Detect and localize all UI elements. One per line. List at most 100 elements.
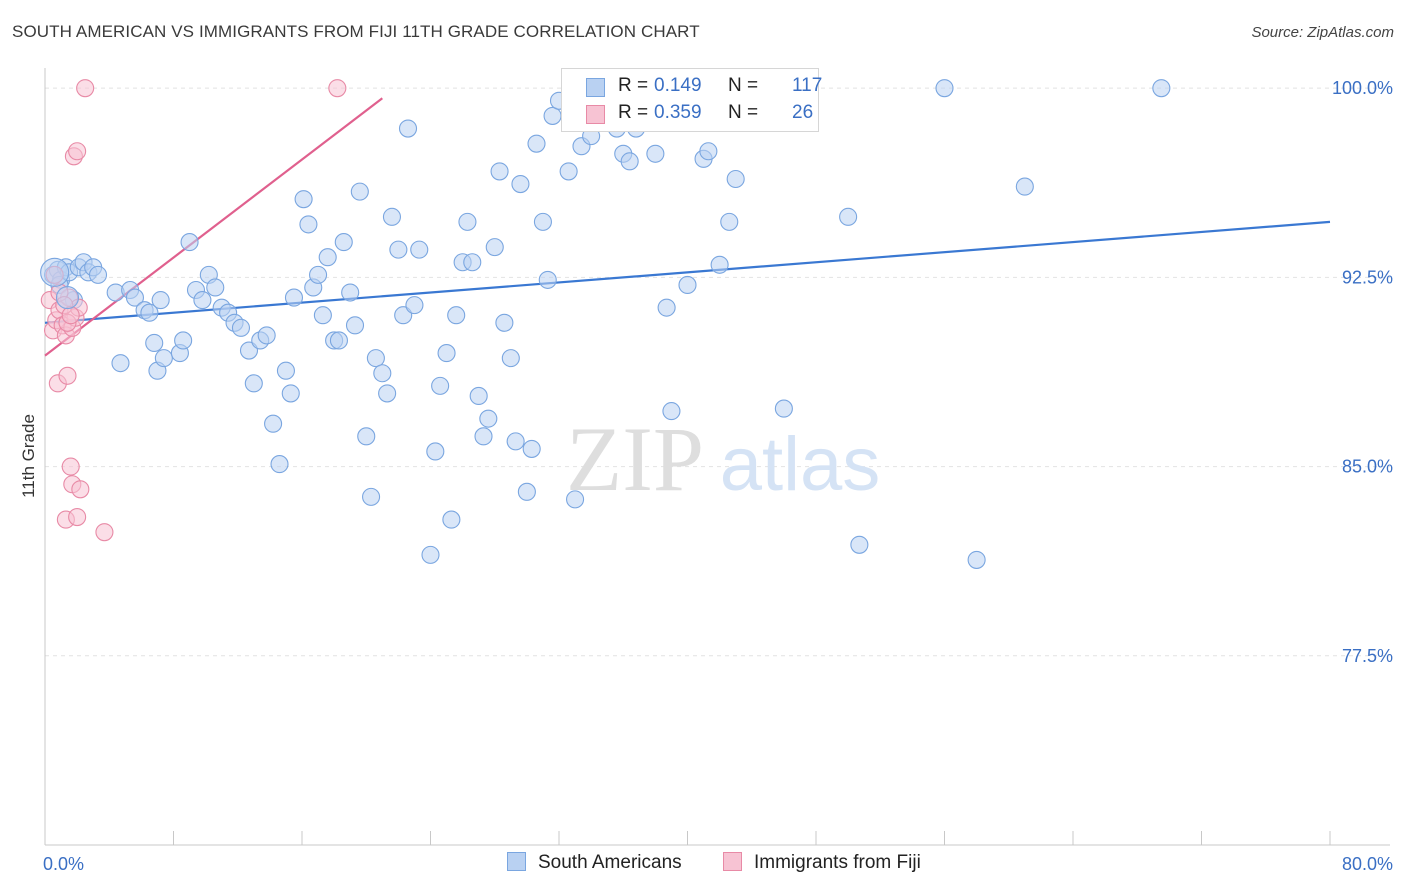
point-south-americans: [373, 364, 392, 383]
point-south-americans: [357, 427, 376, 446]
point-south-americans: [421, 545, 440, 564]
legend-swatch-south-americans: [586, 78, 605, 97]
point-south-americans: [264, 414, 283, 433]
y-tick-label: 100.0%: [1332, 78, 1393, 98]
point-south-americans: [967, 550, 986, 569]
legend-n-value: 117: [792, 75, 823, 96]
y-tick-label: 77.5%: [1342, 646, 1393, 666]
point-south-americans: [313, 306, 332, 325]
point-south-americans: [239, 341, 259, 360]
legend-r-label: R =: [618, 75, 649, 96]
watermark: ZIP atlas: [566, 408, 880, 510]
point-south-americans: [231, 318, 251, 337]
point-south-americans: [437, 344, 456, 363]
point-south-americans: [270, 455, 289, 474]
point-south-americans: [657, 298, 676, 317]
y-tick-label: 85.0%: [1342, 457, 1393, 477]
point-fiji: [95, 523, 114, 542]
point-south-americans: [318, 248, 337, 267]
legend-n-label: N =: [728, 75, 759, 96]
x-tick-label-max: 80.0%: [1342, 854, 1393, 874]
point-south-americans: [678, 275, 697, 295]
bottom-legend-swatch-fiji: [723, 852, 742, 871]
point-south-americans: [463, 253, 482, 272]
point-south-americans: [341, 283, 360, 302]
point-south-americans: [125, 288, 144, 307]
x-tick-label-min: 0.0%: [43, 854, 84, 874]
trend-line-fiji: [44, 97, 383, 357]
point-south-americans: [180, 233, 199, 252]
trend-lines: [44, 97, 1331, 357]
point-south-americans: [501, 349, 520, 368]
point-south-americans: [506, 432, 525, 451]
point-south-americans: [378, 384, 397, 403]
point-south-americans: [244, 374, 263, 393]
point-south-americans: [511, 174, 530, 194]
point-south-americans: [281, 384, 300, 403]
point-fiji: [76, 79, 95, 98]
point-south-americans: [533, 212, 552, 231]
point-south-americans: [495, 313, 514, 332]
point-fiji: [68, 142, 87, 161]
point-south-americans: [111, 354, 130, 373]
point-south-americans: [350, 182, 369, 201]
y-axis-label: 11th Grade: [19, 414, 38, 498]
point-south-americans: [362, 487, 381, 506]
point-fiji: [71, 480, 90, 499]
point-fiji: [61, 306, 80, 325]
point-south-americans: [276, 361, 295, 380]
bottom-legend-swatch-south-americans: [507, 852, 526, 871]
point-south-americans: [140, 303, 159, 322]
point-south-americans: [662, 402, 681, 421]
point-south-americans: [345, 316, 365, 335]
stats-legend: R = 0.149 N = 117 R = 0.359 N = 26: [561, 68, 823, 132]
point-south-americans: [382, 207, 402, 226]
point-south-americans: [474, 427, 493, 446]
point-fiji: [58, 366, 77, 385]
tick-labels: 77.5% 85.0% 92.5% 100.0% 0.0% 80.0% 11th Grade: [19, 78, 1393, 874]
point-south-americans: [646, 144, 665, 163]
point-south-americans: [774, 399, 793, 418]
point-south-americans: [538, 270, 557, 289]
point-south-americans: [527, 134, 546, 153]
point-south-americans: [710, 255, 729, 274]
point-south-americans: [294, 190, 313, 209]
point-south-americans: [1152, 79, 1171, 98]
point-fiji: [328, 79, 347, 98]
point-south-americans: [458, 212, 477, 231]
trend-line-south-americans: [44, 220, 1331, 324]
bottom-legend-label-fiji: Immigrants from Fiji: [754, 852, 921, 873]
point-south-americans: [720, 212, 739, 231]
point-fiji: [68, 507, 87, 527]
point-south-americans: [405, 296, 424, 315]
point-south-americans: [410, 240, 429, 259]
legend-n-label: N =: [728, 102, 759, 123]
point-south-americans: [442, 510, 461, 529]
chart-title: SOUTH AMERICAN VS IMMIGRANTS FROM FIJI 1…: [12, 22, 700, 41]
point-south-americans: [55, 286, 80, 310]
point-south-americans: [151, 291, 170, 310]
legend-r-value: 0.149: [654, 75, 702, 96]
point-south-americans: [40, 257, 70, 287]
watermark-zip: ZIP: [566, 408, 704, 510]
point-south-americans: [398, 119, 418, 138]
point-south-americans: [329, 331, 348, 350]
point-south-americans: [299, 215, 318, 234]
legend-n-value: 26: [792, 102, 814, 123]
point-south-americans: [543, 106, 562, 125]
point-south-americans: [193, 291, 212, 310]
point-south-americans: [154, 349, 173, 368]
point-south-americans: [850, 535, 869, 554]
point-south-americans: [559, 162, 578, 181]
bottom-legend-south-americans[interactable]: South Americans: [507, 852, 682, 874]
point-south-americans: [257, 326, 276, 345]
point-south-americans: [485, 238, 504, 257]
point-south-americans: [522, 439, 541, 458]
bottom-legend-fiji[interactable]: Immigrants from Fiji: [723, 852, 921, 874]
point-south-americans: [389, 240, 408, 259]
point-south-americans: [426, 442, 445, 461]
point-south-americans: [479, 409, 498, 428]
point-south-americans: [490, 162, 509, 181]
point-south-americans: [1015, 177, 1034, 196]
